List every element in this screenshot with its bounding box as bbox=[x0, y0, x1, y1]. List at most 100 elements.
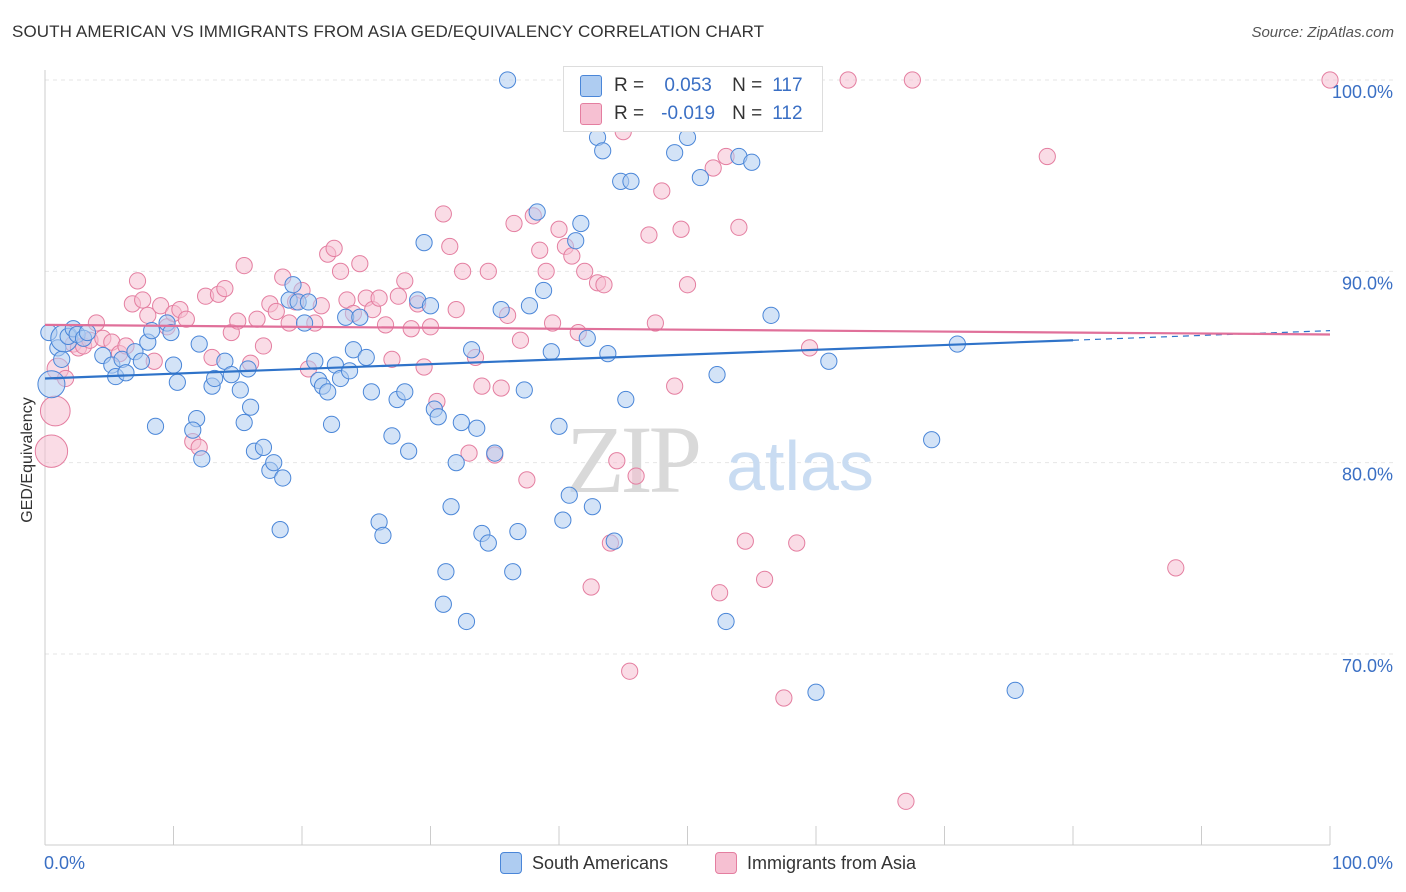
blue-point bbox=[295, 314, 314, 332]
pink-point bbox=[177, 310, 195, 328]
pink-point bbox=[505, 214, 523, 233]
pink-point bbox=[576, 262, 594, 280]
pink-point bbox=[653, 182, 671, 200]
pink-point bbox=[248, 310, 266, 328]
blue-point bbox=[583, 498, 602, 516]
blue-point bbox=[274, 469, 292, 487]
watermark: ZIP atlas bbox=[566, 406, 874, 513]
pink-point bbox=[447, 301, 465, 319]
pink-point bbox=[280, 314, 298, 332]
blue-point bbox=[168, 373, 186, 391]
blue-point bbox=[599, 345, 617, 363]
pink-point bbox=[839, 71, 857, 89]
r-value: -0.019 bbox=[661, 103, 716, 124]
legend-label: South Americans bbox=[532, 852, 669, 873]
source-credit: Source: ZipAtlas.com bbox=[1251, 24, 1394, 41]
r-value: 0.053 bbox=[664, 75, 712, 96]
correlation-row-blue: R = 0.053 N = 117 bbox=[580, 75, 803, 97]
pink-point bbox=[666, 377, 684, 395]
blue-point bbox=[206, 369, 224, 388]
pink-point bbox=[897, 792, 915, 810]
y-tick-label: 80.0% bbox=[1342, 465, 1393, 485]
blue-point bbox=[923, 431, 941, 449]
blue-point bbox=[415, 234, 433, 252]
legend-item-south-americans[interactable]: South Americans bbox=[500, 852, 668, 874]
blue-point bbox=[520, 297, 539, 315]
n-value: 112 bbox=[772, 103, 803, 124]
pink-point bbox=[531, 241, 549, 259]
pink-point bbox=[678, 276, 697, 294]
pink-point bbox=[229, 312, 247, 330]
blue-point bbox=[509, 522, 527, 541]
pink-point bbox=[396, 272, 414, 290]
blue-point bbox=[567, 232, 585, 250]
blue-point bbox=[193, 450, 211, 468]
pink-point bbox=[800, 339, 819, 357]
x-tick-label: 100.0% bbox=[1332, 853, 1393, 873]
blue-point bbox=[468, 419, 486, 437]
blue-point bbox=[479, 534, 497, 552]
pink-point bbox=[704, 159, 722, 177]
n-label: N = bbox=[732, 103, 763, 124]
blue-point bbox=[265, 454, 283, 472]
pink-point bbox=[608, 452, 626, 470]
blue-square-icon bbox=[500, 852, 522, 874]
blue-point bbox=[344, 341, 362, 359]
y-tick-label: 70.0% bbox=[1342, 656, 1393, 676]
pink-point bbox=[775, 689, 793, 707]
pink-point bbox=[563, 247, 581, 265]
pink-point bbox=[1038, 147, 1056, 166]
pink-point bbox=[216, 279, 234, 298]
blue-point bbox=[190, 335, 208, 353]
pink-point bbox=[128, 272, 147, 290]
pink-point bbox=[582, 578, 600, 596]
blue-point bbox=[429, 408, 447, 426]
pink-point bbox=[351, 255, 369, 273]
pink-point bbox=[434, 205, 452, 223]
blue-point bbox=[452, 413, 470, 432]
blue-point bbox=[437, 563, 455, 581]
chart-title: SOUTH AMERICAN VS IMMIGRANTS FROM ASIA G… bbox=[12, 22, 765, 41]
blue-point bbox=[492, 301, 510, 319]
blue-point bbox=[254, 438, 273, 456]
blue-point bbox=[299, 293, 318, 311]
blue-point bbox=[284, 276, 302, 294]
n-label: N = bbox=[732, 75, 763, 96]
pink-point bbox=[1167, 559, 1185, 577]
blue-point bbox=[231, 381, 249, 399]
blue-point bbox=[807, 683, 825, 701]
pink-point bbox=[331, 262, 350, 280]
blue-point bbox=[434, 595, 452, 613]
blue-point bbox=[271, 521, 289, 539]
trend-line-blue bbox=[44, 339, 1074, 380]
blue-point bbox=[351, 308, 369, 326]
blue-point bbox=[554, 511, 572, 529]
blue-point bbox=[1006, 681, 1024, 699]
x-tick-label: 0.0% bbox=[44, 853, 85, 873]
pink-point bbox=[267, 302, 285, 321]
blue-point bbox=[528, 203, 546, 221]
blue-swatch bbox=[580, 75, 602, 97]
blue-point bbox=[442, 498, 460, 516]
watermark-zip: ZIP bbox=[566, 406, 699, 513]
pink-point bbox=[492, 379, 510, 397]
pink-point bbox=[788, 534, 806, 552]
blue-point bbox=[504, 563, 522, 581]
pink-point bbox=[543, 314, 562, 332]
pink-point bbox=[550, 220, 568, 238]
blue-point bbox=[499, 71, 517, 89]
blue-point bbox=[560, 486, 578, 504]
blue-point bbox=[594, 142, 612, 160]
blue-point bbox=[164, 356, 183, 374]
pink-point bbox=[479, 262, 497, 280]
blue-point bbox=[132, 352, 150, 370]
series-south-americans bbox=[37, 71, 1024, 701]
pink-point bbox=[736, 532, 754, 550]
pink-point bbox=[254, 337, 273, 355]
tick-labels: 70.0% 80.0% 90.0% 100.0% 0.0% 100.0% bbox=[44, 82, 1393, 873]
pink-point bbox=[621, 662, 639, 680]
blue-point bbox=[666, 144, 684, 162]
legend-item-immigrants-from-asia[interactable]: Immigrants from Asia bbox=[715, 852, 916, 874]
pink-point bbox=[415, 358, 433, 376]
